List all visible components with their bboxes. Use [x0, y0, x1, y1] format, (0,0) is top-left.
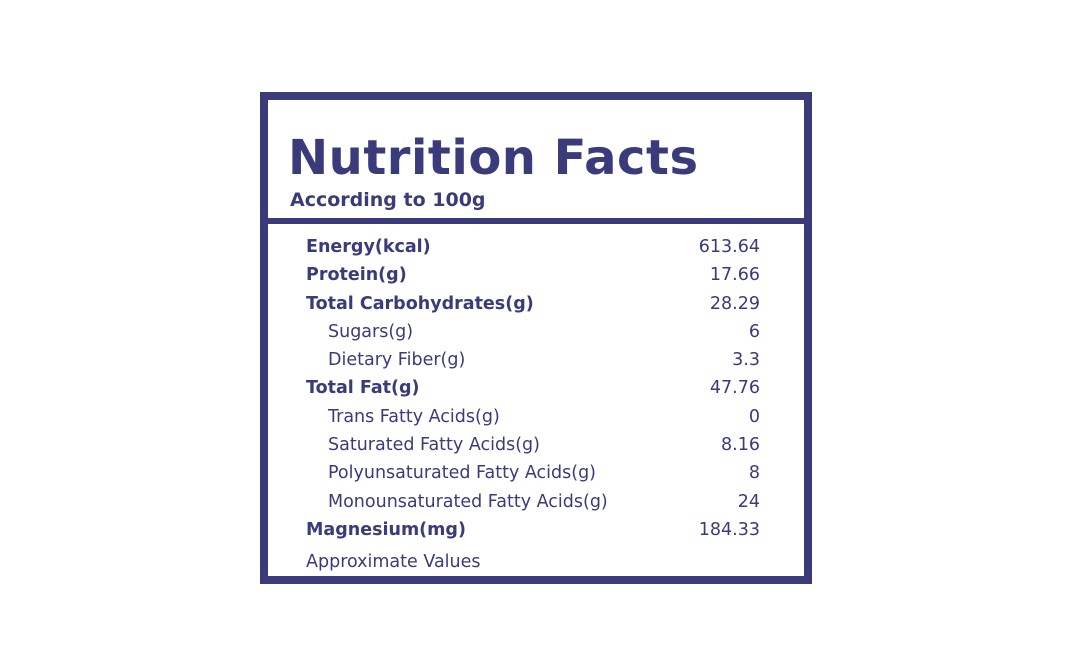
nutrient-value: 3.3 — [732, 350, 760, 371]
nutrient-list: Energy(kcal) 613.64 Protein(g) 17.66 Tot… — [268, 236, 804, 547]
nutrition-subtitle: According to 100g — [290, 189, 486, 211]
nutrient-row-total-carbohydrates: Total Carbohydrates(g) 28.29 — [268, 293, 804, 321]
nutrient-row-dietary-fiber: Dietary Fiber(g) 3.3 — [268, 349, 804, 377]
nutrient-label: Monounsaturated Fatty Acids(g) — [328, 491, 608, 512]
nutrient-value: 8.16 — [721, 435, 760, 456]
nutrient-label: Energy(kcal) — [306, 237, 431, 257]
nutrient-row-energy: Energy(kcal) 613.64 — [268, 236, 804, 264]
nutrient-value: 24 — [737, 491, 760, 512]
nutrient-value: 47.76 — [709, 378, 760, 399]
nutrition-title: Nutrition Facts — [288, 130, 699, 186]
nutrient-value: 28.29 — [709, 293, 760, 314]
nutrient-row-monounsaturated-fatty-acids: Monounsaturated Fatty Acids(g) 24 — [268, 491, 804, 519]
nutrient-row-magnesium: Magnesium(mg) 184.33 — [268, 519, 804, 547]
nutrient-label: Polyunsaturated Fatty Acids(g) — [328, 463, 597, 484]
nutrient-row-polyunsaturated-fatty-acids: Polyunsaturated Fatty Acids(g) 8 — [268, 462, 804, 490]
nutrient-value: 17.66 — [709, 265, 760, 286]
nutrient-label: Total Carbohydrates(g) — [306, 293, 534, 314]
nutrition-header: Nutrition Facts According to 100g — [268, 100, 804, 224]
nutrient-row-trans-fatty-acids: Trans Fatty Acids(g) 0 — [268, 406, 804, 434]
nutrient-label: Total Fat(g) — [306, 378, 420, 399]
nutrient-label: Protein(g) — [306, 265, 407, 286]
nutrient-label: Sugars(g) — [328, 321, 414, 342]
nutrient-label: Saturated Fatty Acids(g) — [328, 435, 540, 456]
nutrient-label: Trans Fatty Acids(g) — [328, 406, 500, 427]
nutrient-value: 184.33 — [698, 519, 760, 540]
nutrient-value: 6 — [748, 321, 760, 342]
approximate-values-note: Approximate Values — [306, 552, 481, 572]
nutrient-row-saturated-fatty-acids: Saturated Fatty Acids(g) 8.16 — [268, 434, 804, 462]
nutrient-row-protein: Protein(g) 17.66 — [268, 264, 804, 292]
nutrient-value: 0 — [748, 406, 760, 427]
nutrient-label: Dietary Fiber(g) — [328, 350, 466, 371]
nutrient-label: Magnesium(mg) — [306, 519, 466, 540]
nutrient-row-total-fat: Total Fat(g) 47.76 — [268, 377, 804, 405]
nutrient-value: 8 — [748, 463, 760, 484]
nutrition-facts-panel: Nutrition Facts According to 100g Energy… — [260, 92, 812, 584]
nutrient-row-sugars: Sugars(g) 6 — [268, 321, 804, 349]
nutrient-value: 613.64 — [698, 237, 760, 257]
